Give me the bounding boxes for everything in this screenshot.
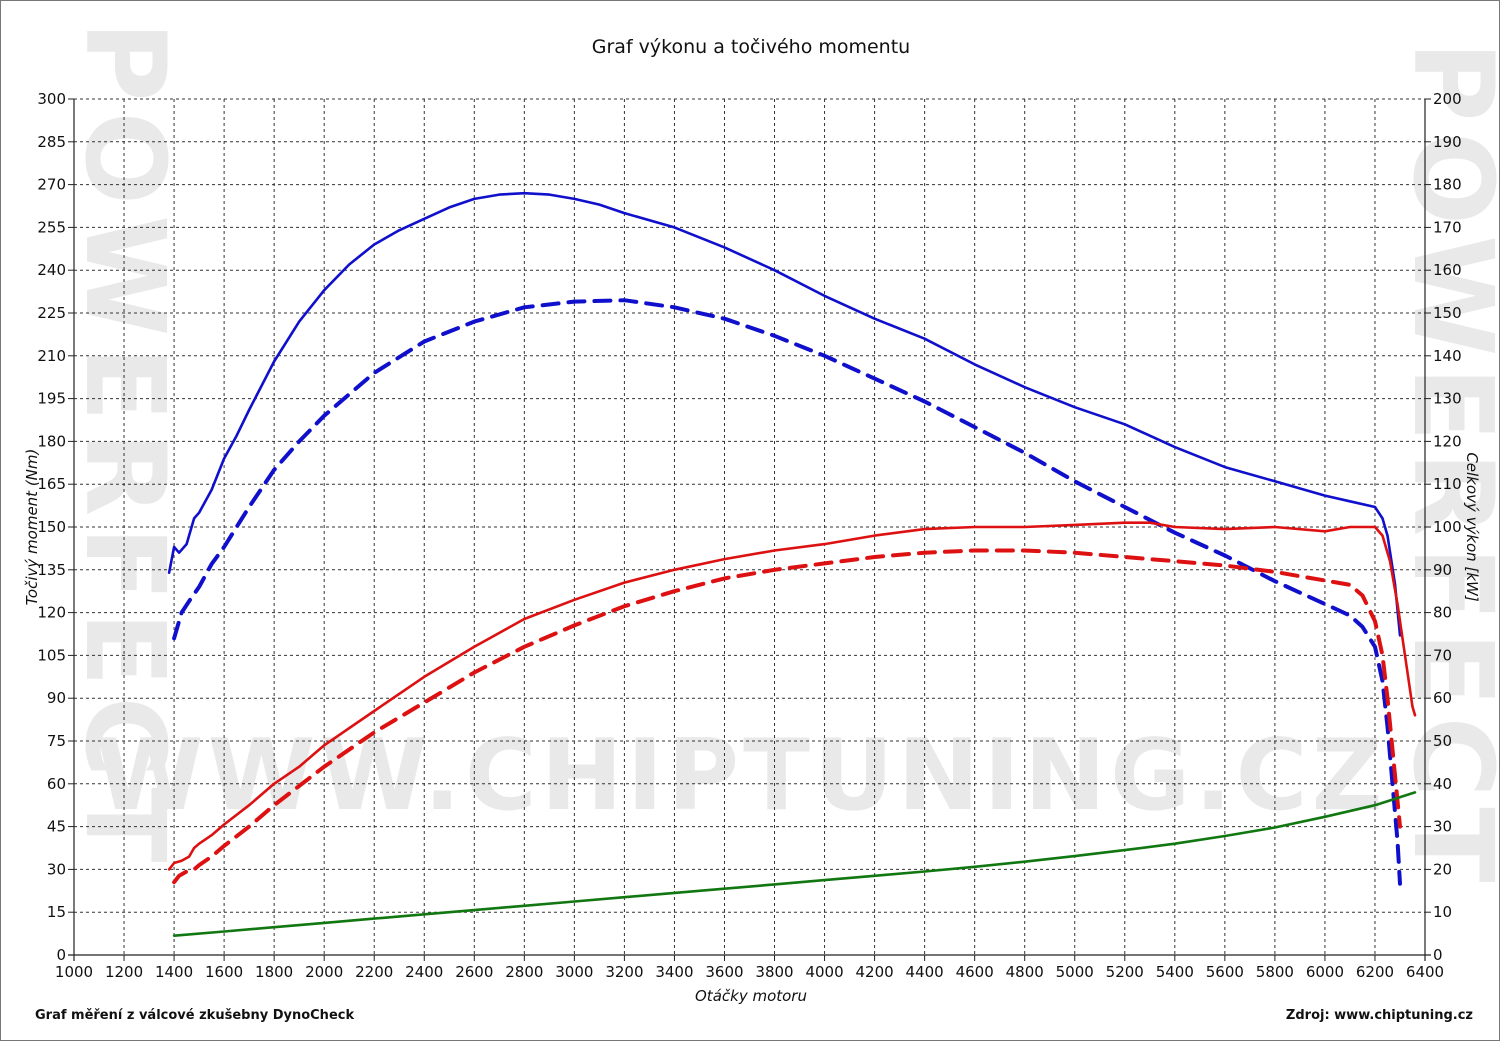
x-tick-label: 4600 — [956, 963, 994, 981]
y-left-tick-label: 75 — [47, 732, 66, 750]
y-left-axis-label: Točivý moment (Nm) — [23, 449, 41, 606]
x-tick-label: 1600 — [205, 963, 243, 981]
y-right-tick-label: 0 — [1433, 946, 1443, 964]
y-right-tick-label: 100 — [1433, 518, 1462, 536]
x-tick-label: 1200 — [105, 963, 143, 981]
x-tick-label: 3400 — [655, 963, 693, 981]
y-left-tick-label: 135 — [37, 561, 66, 579]
footer-source-note: Graf měření z válcové zkušebny DynoCheck — [35, 1008, 354, 1023]
side-watermark-right: POWERFECT — [1389, 41, 1500, 892]
x-tick-label: 5000 — [1056, 963, 1094, 981]
series-power-solid-line — [167, 521, 1417, 871]
y-left-tick-label: 90 — [47, 689, 66, 707]
y-right-tick-label: 10 — [1433, 903, 1452, 921]
y-right-tick-label: 20 — [1433, 860, 1452, 878]
y-right-tick-label: 150 — [1433, 304, 1462, 322]
y-right-tick-label: 80 — [1433, 604, 1452, 622]
side-watermark-left: POWERFECT — [61, 21, 189, 872]
y-left-tick-label: 285 — [37, 133, 66, 151]
x-tick-label: 6200 — [1356, 963, 1394, 981]
y-left-tick-label: 105 — [37, 646, 66, 664]
x-tick-label: 3800 — [755, 963, 793, 981]
x-tick-label: 1000 — [55, 963, 93, 981]
y-right-tick-label: 120 — [1433, 432, 1462, 450]
y-right-tick-label: 70 — [1433, 646, 1452, 664]
series-layer — [167, 191, 1417, 938]
x-tick-label: 2400 — [405, 963, 443, 981]
x-tick-label: 4400 — [906, 963, 944, 981]
y-left-tick-label: 255 — [37, 218, 66, 236]
y-right-tick-label: 180 — [1433, 176, 1462, 194]
y-left-tick-label: 300 — [37, 90, 66, 108]
y-left-tick-label: 30 — [47, 860, 66, 878]
y-right-tick-label: 140 — [1433, 347, 1462, 365]
y-right-tick-label: 60 — [1433, 689, 1452, 707]
y-right-tick-label: 160 — [1433, 261, 1462, 279]
series-torque-dashed-line — [172, 298, 1402, 886]
y-left-tick-label: 120 — [37, 604, 66, 622]
y-right-tick-label: 190 — [1433, 133, 1462, 151]
x-tick-label: 2000 — [305, 963, 343, 981]
x-tick-label: 3600 — [705, 963, 743, 981]
series-torque-solid-line — [167, 191, 1402, 637]
watermark-text: WWW.CHIPTUNING.CZ — [95, 719, 1386, 833]
x-tick-label: 5400 — [1156, 963, 1194, 981]
x-tick-label: 3200 — [605, 963, 643, 981]
series-power-dashed-line — [172, 548, 1402, 885]
y-right-tick-label: 50 — [1433, 732, 1452, 750]
x-tick-labels: 1000 1200 1400 1600 1800 2000 2200 2400 2600 2800… — [55, 963, 1444, 981]
y-right-tick-label: 30 — [1433, 818, 1452, 836]
footer-source-link: Zdroj: www.chiptuning.cz — [1286, 1008, 1473, 1023]
y-left-tick-label: 165 — [37, 475, 66, 493]
y-right-tick-labels: 0 10 20 30 40 50 60 70 80 90 100 110 120 130 140 150 160… — [1433, 90, 1462, 964]
y-left-tick-label: 0 — [56, 946, 66, 964]
chart-title: Graf výkonu a točivého momentu — [592, 36, 910, 58]
x-tick-label: 5200 — [1106, 963, 1144, 981]
x-tick-label: 5600 — [1206, 963, 1244, 981]
y-left-tick-label: 225 — [37, 304, 66, 322]
x-tick-label: 4800 — [1006, 963, 1044, 981]
y-left-tick-label: 180 — [37, 432, 66, 450]
axes — [68, 98, 1431, 961]
y-left-tick-label: 60 — [47, 775, 66, 793]
y-right-axis-label: Celkový výkon [kW] — [1463, 452, 1481, 602]
y-right-tick-label: 90 — [1433, 561, 1452, 579]
y-left-tick-label: 270 — [37, 176, 66, 194]
y-left-tick-label: 45 — [47, 818, 66, 836]
x-tick-label: 3000 — [555, 963, 593, 981]
x-tick-label: 6400 — [1406, 963, 1444, 981]
x-axis-label: Otáčky motoru — [695, 987, 807, 1005]
y-left-tick-label: 195 — [37, 390, 66, 408]
y-right-tick-label: 170 — [1433, 218, 1462, 236]
y-left-tick-label: 240 — [37, 261, 66, 279]
x-tick-label: 1400 — [155, 963, 193, 981]
y-right-tick-label: 110 — [1433, 475, 1462, 493]
y-left-tick-label: 210 — [37, 347, 66, 365]
x-tick-label: 5800 — [1256, 963, 1294, 981]
x-tick-label: 1800 — [255, 963, 293, 981]
x-tick-label: 4000 — [805, 963, 843, 981]
y-left-tick-labels: 0 15 30 45 60 75 90 105 120 135 150 165 180 195 210 225… — [37, 90, 66, 964]
x-tick-label: 4200 — [855, 963, 893, 981]
y-right-tick-label: 200 — [1433, 90, 1462, 108]
x-tick-label: 2600 — [455, 963, 493, 981]
x-tick-label: 2800 — [505, 963, 543, 981]
x-tick-label: 2200 — [355, 963, 393, 981]
y-right-tick-label: 40 — [1433, 775, 1452, 793]
y-right-tick-label: 130 — [1433, 390, 1462, 408]
series-loss-solid-line — [172, 791, 1417, 938]
x-tick-label: 6000 — [1306, 963, 1344, 981]
y-left-tick-label: 150 — [37, 518, 66, 536]
y-left-tick-label: 15 — [47, 903, 66, 921]
